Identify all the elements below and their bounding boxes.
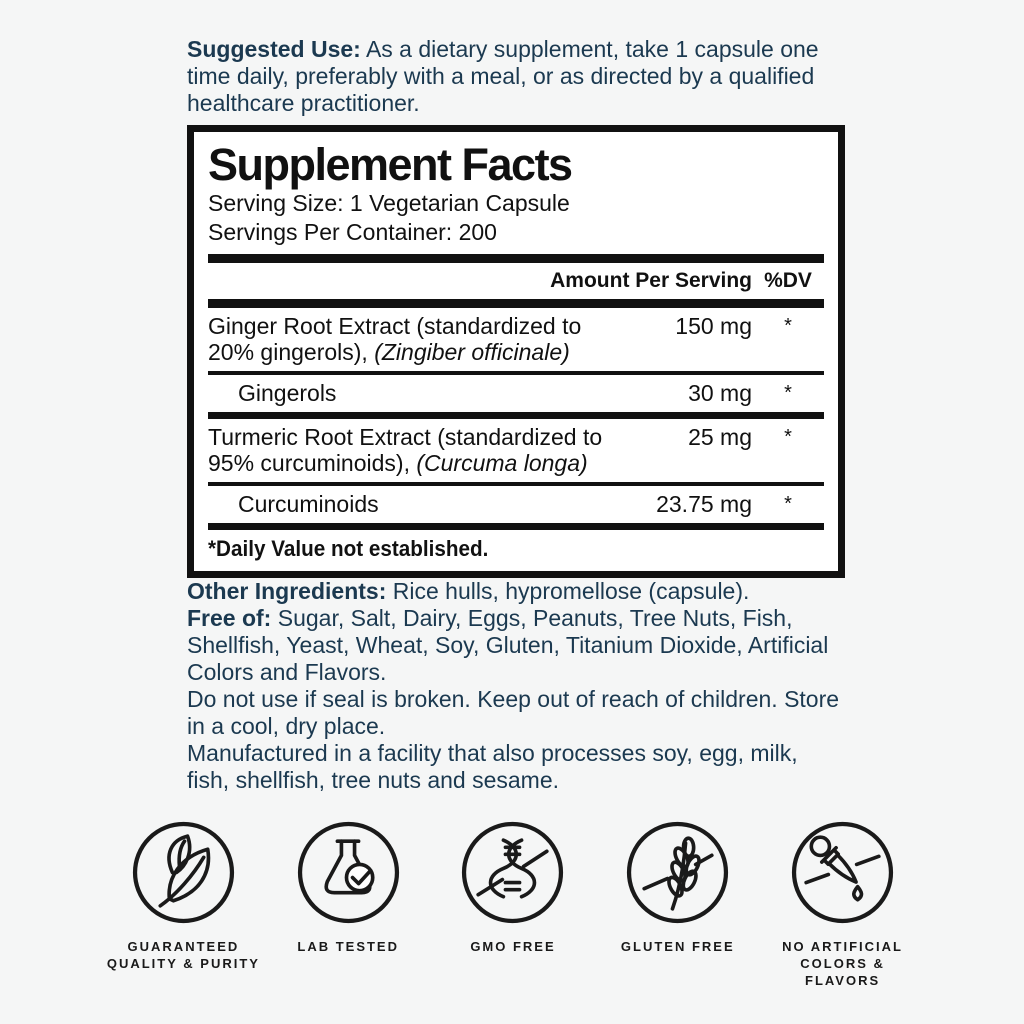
- free-of-label: Free of:: [187, 605, 272, 631]
- badge-label: NO ARTIFICIAL COLORS & FLAVORS: [782, 939, 903, 988]
- leaf-icon: [132, 821, 234, 924]
- servings-per-container: Servings Per Container: 200: [208, 219, 497, 245]
- ingredient-amount: 23.75 mg: [656, 491, 752, 517]
- other-ingredients-text: Rice hulls, hypromellose (capsule).: [392, 578, 750, 604]
- thick-rule: [208, 254, 824, 263]
- suggested-use-paragraph: Suggested Use: As a dietary supplement, …: [187, 36, 845, 117]
- dv-header: %DV: [764, 269, 812, 292]
- facility-warning: Manufactured in a facility that also pro…: [187, 740, 798, 793]
- supplement-facts-title: Supplement Facts: [208, 139, 573, 190]
- badge-label: GUARANTEED QUALITY & PURITY: [106, 939, 260, 971]
- storage-warning: Do not use if seal is broken. Keep out o…: [187, 686, 840, 739]
- badge-gluten-free: GLUTEN FREE: [595, 820, 760, 989]
- label-content: Suggested Use: As a dietary supplement, …: [107, 0, 901, 989]
- thin-rule: [208, 371, 824, 375]
- latin-name: (Curcuma longa): [416, 450, 588, 476]
- supplement-facts-panel: Supplement Facts Serving Size: 1 Vegetar…: [187, 125, 845, 578]
- heavy-rule: [208, 523, 824, 530]
- badge-lab-tested: LAB TESTED: [266, 820, 431, 989]
- badge-no-artificial-colors-flavors: NO ARTIFICIAL COLORS & FLAVORS: [760, 820, 925, 989]
- thick-rule: [208, 299, 824, 308]
- dropper-crossed-icon: [791, 821, 894, 924]
- lab-flask-check-icon: [297, 821, 399, 924]
- other-ingredients-paragraph: Other Ingredients: Rice hulls, hypromell…: [187, 578, 845, 605]
- certification-badges: GUARANTEED QUALITY & PURITY LAB TESTED: [101, 820, 925, 989]
- amount-per-serving-header: Amount Per Serving: [550, 269, 752, 292]
- ingredient-dv: *: [784, 493, 792, 515]
- facts-table-header: Amount Per Serving %DV: [208, 263, 824, 299]
- badge-gmo-free: GMO FREE: [431, 820, 596, 989]
- other-ingredients-label: Other Ingredients:: [187, 578, 387, 604]
- free-of-paragraph: Free of: Sugar, Salt, Dairy, Eggs, Peanu…: [187, 605, 845, 686]
- serving-size: Serving Size: 1 Vegetarian Capsule: [208, 190, 570, 216]
- dna-crossed-icon: [462, 821, 564, 924]
- suggested-use-label: Suggested Use:: [187, 36, 361, 62]
- ingredient-name: Curcuminoids: [238, 491, 379, 517]
- thin-rule: [208, 482, 824, 486]
- latin-name: (Zingiber officinale): [374, 339, 570, 365]
- badge-label: GLUTEN FREE: [620, 939, 735, 954]
- ingredient-amount: 30 mg: [688, 380, 752, 406]
- ingredient-name: Turmeric Root Extract (standardized to 9…: [208, 424, 603, 476]
- ingredient-name: Gingerols: [238, 380, 337, 406]
- wheat-crossed-icon: [627, 821, 729, 924]
- badge-guaranteed-quality-purity: GUARANTEED QUALITY & PURITY: [101, 820, 266, 989]
- free-of-text: Sugar, Salt, Dairy, Eggs, Peanuts, Tree …: [187, 605, 829, 685]
- suggested-use-text: As a dietary supplement, take 1 capsule …: [187, 36, 819, 116]
- ingredient-dv: *: [784, 315, 792, 337]
- ingredient-dv: *: [784, 426, 792, 448]
- ingredient-dv: *: [784, 382, 792, 404]
- ingredient-name: Ginger Root Extract (standardized to 20%…: [208, 313, 582, 365]
- daily-value-footnote: *Daily Value not established.: [208, 536, 489, 561]
- badge-label: LAB TESTED: [297, 939, 399, 954]
- ingredient-amount: 25 mg: [688, 424, 752, 450]
- ingredient-amount: 150 mg: [675, 313, 752, 339]
- badge-label: GMO FREE: [470, 939, 556, 954]
- table-row-turmeric-root-extract: Turmeric Root Extract (standardized to 9…: [208, 419, 824, 482]
- table-row-ginger-root-extract: Ginger Root Extract (standardized to 20%…: [208, 308, 824, 371]
- table-row-gingerols: Gingerols 30 mg *: [208, 375, 824, 412]
- table-row-curcuminoids: Curcuminoids 23.75 mg *: [208, 486, 824, 523]
- heavy-rule: [208, 412, 824, 419]
